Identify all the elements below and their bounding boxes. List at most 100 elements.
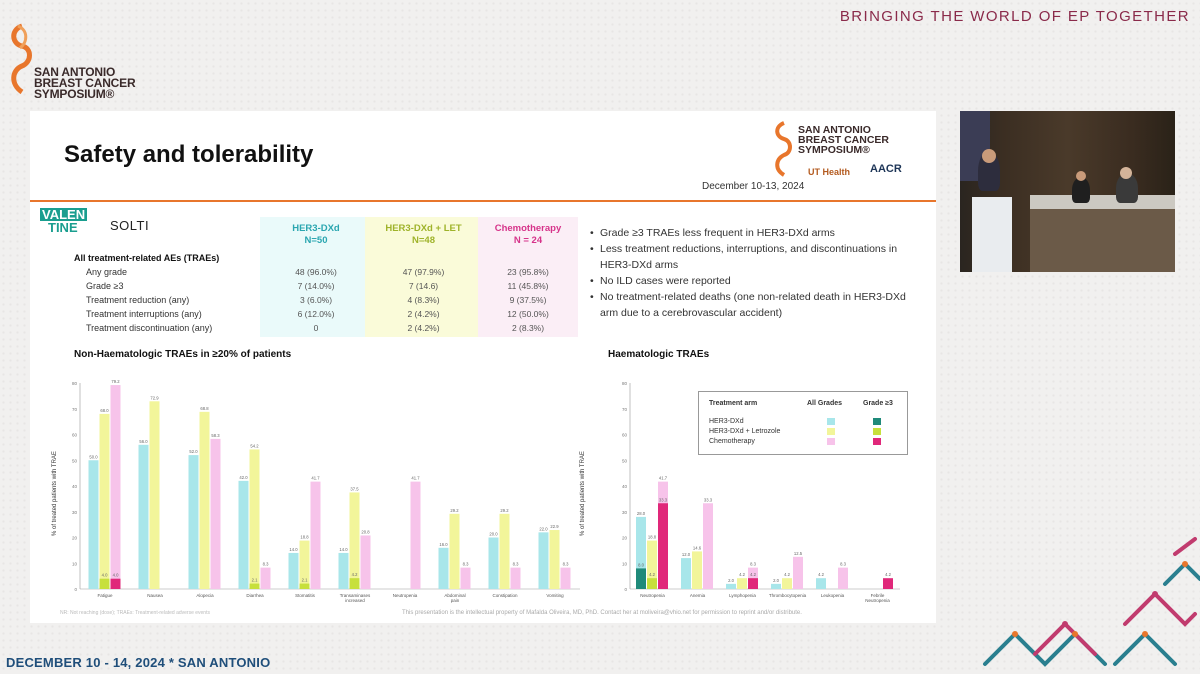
haem-chart-title: Haematologic TRAEs <box>608 349 710 360</box>
bar-value-label: 28.0 <box>637 511 646 516</box>
bar-value-label: 37.5 <box>350 486 359 491</box>
chart-bar <box>883 578 893 589</box>
chart-bar <box>299 540 310 589</box>
legend-swatch <box>873 438 881 445</box>
legend-swatch <box>873 418 881 425</box>
bar-value-label: 4.0 <box>113 573 119 578</box>
y-tick-label: 20 <box>72 536 78 541</box>
col-bg-her3 <box>260 217 370 337</box>
presentation-slide: Safety and tolerability SAN ANTONIO BREA… <box>30 111 936 623</box>
legend-swatch <box>827 428 835 435</box>
bar-value-label: 54.2 <box>250 443 259 448</box>
table-row-label: Treatment interruptions (any) <box>86 309 202 319</box>
chart-bar <box>188 455 199 589</box>
tagline: BRINGING THE WORLD OF EP TOGETHER <box>839 8 1190 25</box>
bar-value-label: 22.9 <box>550 524 559 529</box>
col-header-her3-line1: HER3-DXd <box>292 223 340 234</box>
slide-date: December 10-13, 2024 <box>702 181 805 192</box>
bar-value-label: 8.0 <box>638 562 644 567</box>
bar-value-label: 20.8 <box>361 529 370 534</box>
slide-sabcs-logo: SAN ANTONIO BREAST CANCER SYMPOSIUM® <box>770 119 930 189</box>
x-tick-label: Thrombocytopenia <box>769 593 807 598</box>
chart-bar <box>349 578 360 589</box>
y-tick-label: 40 <box>72 484 78 489</box>
col-header-let-line2: N=48 <box>412 235 435 246</box>
chart-bar <box>349 492 360 589</box>
legend-swatch <box>827 418 835 425</box>
col-header-her3-line2: N=50 <box>304 235 328 246</box>
podium <box>972 197 1012 272</box>
table-section-title: All treatment-related AEs (TRAEs) <box>74 253 220 263</box>
bar-value-label: 33.3 <box>659 497 668 502</box>
x-tick-label: increased <box>345 598 365 603</box>
chart-bar <box>560 567 571 589</box>
bar-value-label: 20.0 <box>489 532 498 537</box>
x-tick-label: Lymphopenia <box>729 593 756 598</box>
bar-value-label: 72.9 <box>150 395 159 400</box>
chart-bar <box>110 578 121 589</box>
chart-bar <box>438 547 449 589</box>
col-header-chemo-line1: Chemotherapy <box>494 223 562 234</box>
slide-logo-line2: BREAST CANCER <box>798 134 890 146</box>
chart-bar <box>737 578 747 589</box>
table-row-label: Any grade <box>86 267 128 277</box>
chart-bar <box>549 530 560 589</box>
bar-value-label: 41.7 <box>411 476 420 481</box>
x-tick-label: Leukopenia <box>821 593 845 598</box>
table-cell: 23 (95.8%) <box>507 267 549 277</box>
chart-bar <box>99 578 110 589</box>
x-tick-label: Neutropenia <box>865 598 890 603</box>
valentine-logo-line1: VALEN <box>40 207 88 222</box>
x-tick-label: Fatigue <box>97 593 113 598</box>
y-tick-label: 40 <box>622 484 628 489</box>
x-tick-label: Vomiting <box>546 593 564 598</box>
bar-value-label: 12.0 <box>682 552 691 557</box>
chart-bar <box>310 481 321 589</box>
chart-bar <box>838 567 848 589</box>
chart-bar <box>681 558 691 589</box>
table-cell: 0 <box>313 323 319 333</box>
x-tick-label: Abdominal <box>444 593 465 598</box>
bullet-item: Grade ≥3 TRAEs less frequent in HER3-DXd… <box>590 225 920 241</box>
table-cell: 6 (12.0%) <box>297 309 335 319</box>
bar-value-label: 8.3 <box>513 562 519 567</box>
bar-value-label: 2.0 <box>728 578 734 583</box>
haem-bar-chart: 0 10 20 30 40 50 60 70 80 28.0 18.8 41.7 8.0 4.2 33.3 N… <box>622 381 900 603</box>
frame-logo-line2: BREAST CANCER <box>34 76 136 90</box>
chart-bar <box>726 583 736 589</box>
bar-value-label: 8.3 <box>840 562 846 567</box>
y-tick-label: 60 <box>622 433 628 438</box>
bullet-item: No treatment-related deaths (one non-rel… <box>590 289 920 321</box>
chart-bar <box>410 481 421 589</box>
chart-bar <box>110 385 121 589</box>
chart-bar <box>99 413 110 589</box>
y-tick-label: 30 <box>622 510 628 515</box>
copyright-notice: This presentation is the intellectual pr… <box>402 610 802 616</box>
chart-bar <box>636 516 646 589</box>
chart-bar <box>703 503 713 589</box>
bar-value-label: 12.5 <box>794 551 803 556</box>
y-tick-label: 0 <box>74 587 77 592</box>
bar-value-label: 29.2 <box>500 508 509 513</box>
chart-legend: Treatment arm All Grades Grade ≥3 HER3-D… <box>698 391 908 455</box>
chart-bar <box>249 583 260 589</box>
table-cell: 11 (45.8%) <box>507 281 549 291</box>
sabcs-logo: SAN ANTONIO BREAST CANCER SYMPOSIUM® <box>6 22 151 102</box>
bar-value-label: 42.0 <box>239 475 248 480</box>
y-tick-label: 70 <box>622 407 628 412</box>
x-tick-label: Constipation <box>492 593 518 598</box>
chart-bar <box>210 438 221 589</box>
chart-bar <box>260 567 271 589</box>
legend-header-arm: Treatment arm <box>709 400 758 407</box>
y-tick-label: 10 <box>622 561 628 566</box>
table-cell: 4 (8.3%) <box>407 295 440 305</box>
bar-value-label: 29.2 <box>450 508 459 513</box>
bar-value-label: 18.8 <box>300 535 309 540</box>
table-row-label: Treatment reduction (any) <box>86 295 190 305</box>
col-header-let-line1: HER3-DXd + LET <box>385 223 462 234</box>
x-tick-label: Anemia <box>690 593 706 598</box>
bar-value-label: 2.0 <box>773 578 779 583</box>
legend-item-let: HER3-DXd + Letrozole <box>709 428 781 435</box>
chart-bar <box>510 567 521 589</box>
bar-value-label: 18.8 <box>648 535 657 540</box>
